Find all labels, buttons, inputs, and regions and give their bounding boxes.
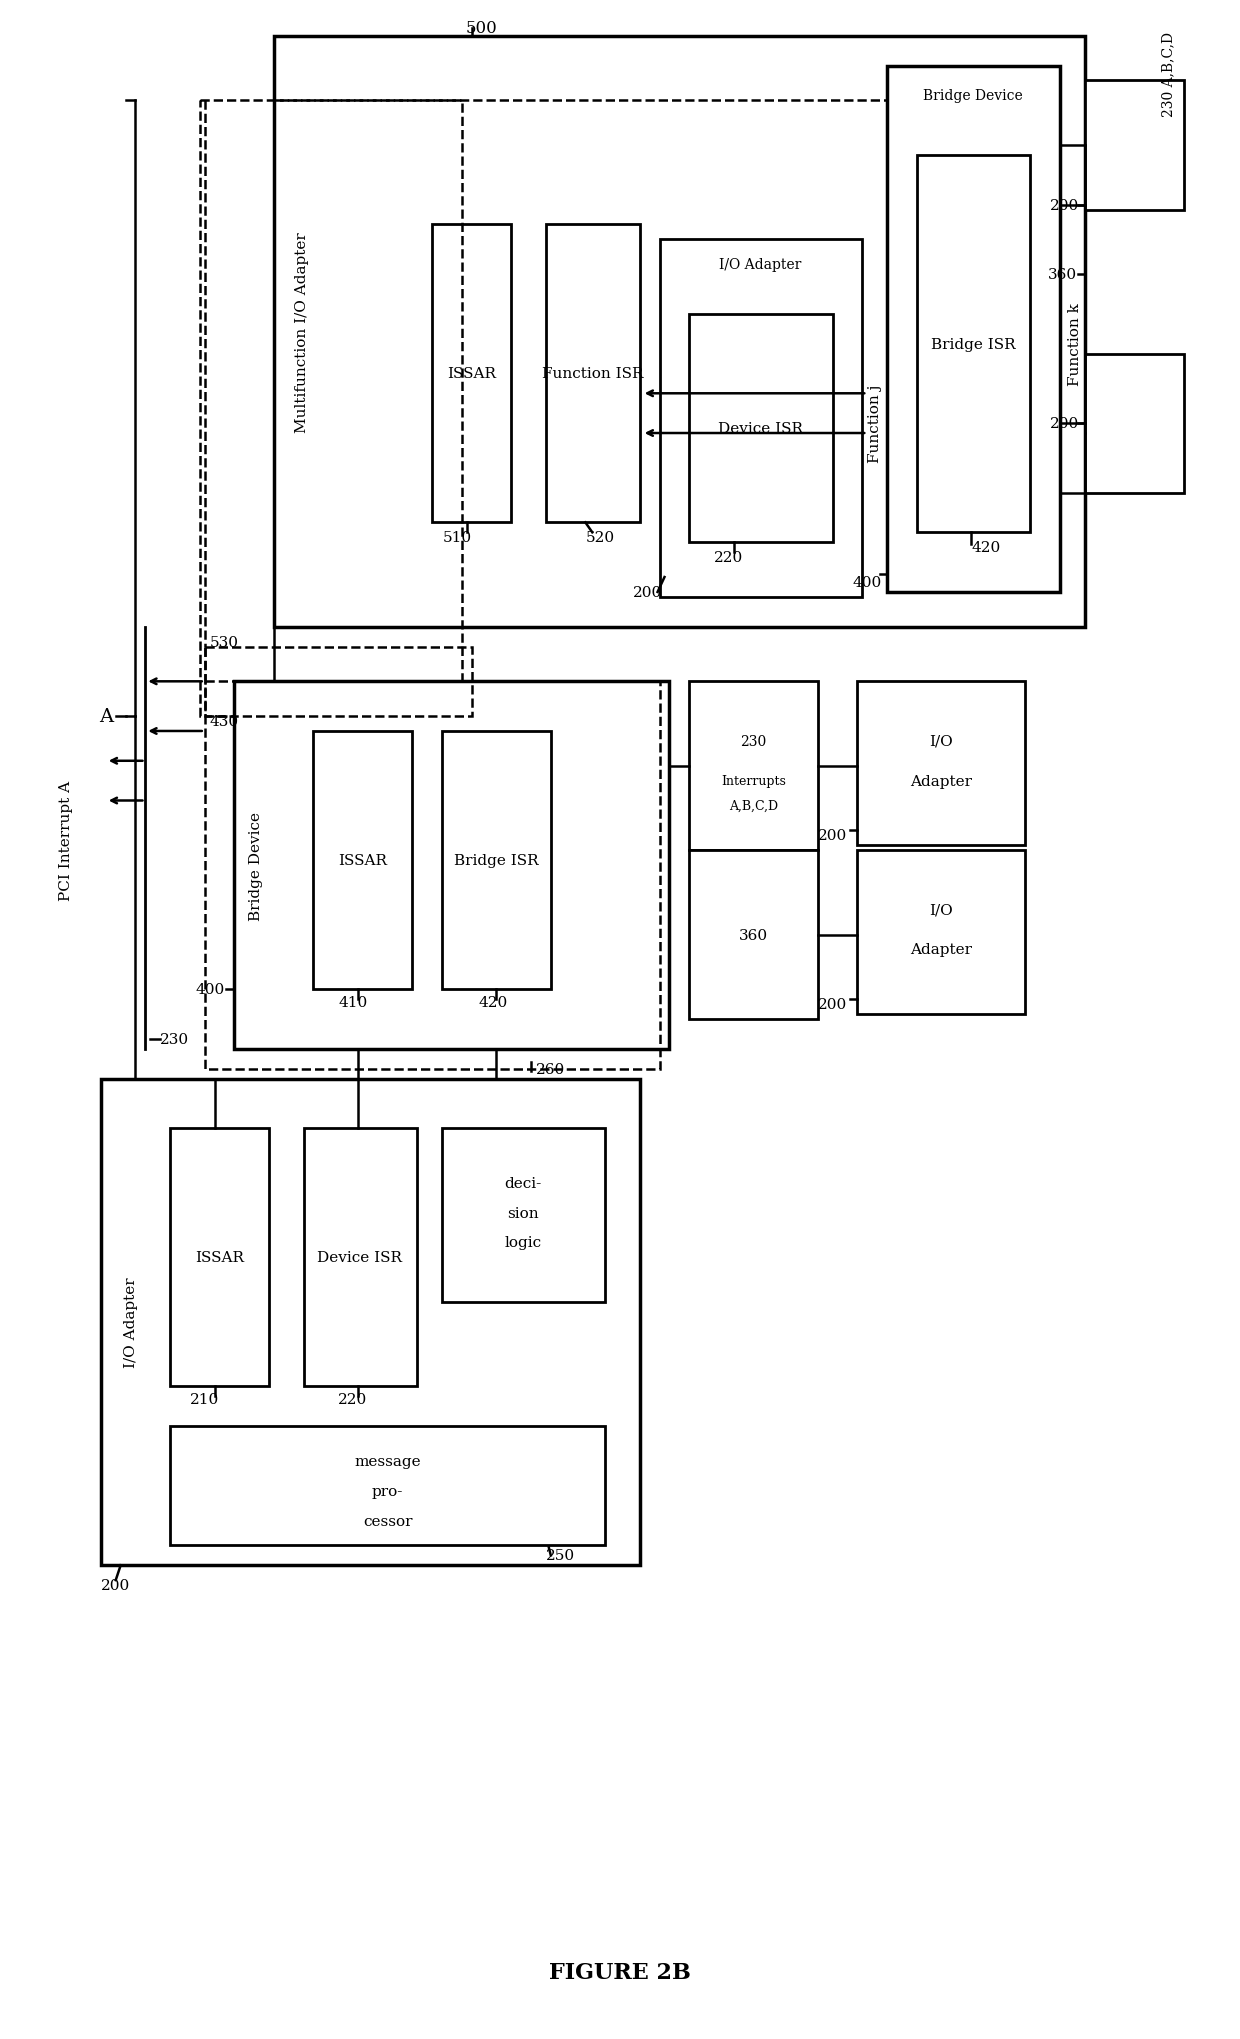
Bar — [234, 681, 670, 1050]
Text: A,B,C,D: A,B,C,D — [729, 799, 777, 814]
Text: A: A — [99, 708, 113, 726]
Text: I/O Adapter: I/O Adapter — [719, 259, 801, 271]
Text: 520: 520 — [585, 530, 615, 544]
Text: 200: 200 — [634, 585, 662, 599]
Text: 250: 250 — [546, 1548, 575, 1562]
Text: Function ISR: Function ISR — [542, 367, 644, 381]
Bar — [546, 226, 640, 524]
Text: Multifunction I/O Adapter: Multifunction I/O Adapter — [295, 232, 309, 432]
Text: 230 A,B,C,D: 230 A,B,C,D — [1162, 33, 1176, 116]
Bar — [205, 646, 471, 718]
Bar — [1085, 82, 1184, 210]
Text: 500: 500 — [466, 20, 497, 37]
Text: 400: 400 — [195, 983, 224, 997]
Text: 360: 360 — [739, 928, 768, 942]
Text: 400: 400 — [853, 575, 882, 589]
Bar — [857, 850, 1025, 1015]
Bar — [916, 155, 1030, 532]
Bar — [441, 1130, 605, 1303]
Text: logic: logic — [505, 1236, 542, 1250]
Text: FIGURE 2B: FIGURE 2B — [549, 1962, 691, 1984]
Text: message: message — [355, 1454, 420, 1468]
Text: Interrupts: Interrupts — [720, 775, 786, 787]
Text: Function k: Function k — [1068, 304, 1081, 385]
Text: 420: 420 — [971, 540, 1001, 555]
Text: Adapter: Adapter — [910, 775, 972, 789]
Text: deci-: deci- — [505, 1177, 542, 1191]
Text: I/O: I/O — [930, 903, 954, 918]
Text: pro-: pro- — [372, 1484, 403, 1499]
Text: 220: 220 — [714, 551, 744, 565]
Bar — [314, 732, 413, 989]
Text: 210: 210 — [190, 1393, 219, 1407]
Bar — [689, 681, 817, 850]
Text: 230: 230 — [740, 734, 766, 748]
Bar — [887, 67, 1060, 593]
Text: 200: 200 — [100, 1578, 130, 1592]
Text: 430: 430 — [210, 716, 239, 728]
Text: 360: 360 — [1048, 267, 1076, 281]
Bar — [441, 732, 551, 989]
Text: I/O Adapter: I/O Adapter — [124, 1276, 138, 1368]
Text: 220: 220 — [339, 1393, 367, 1407]
Text: 510: 510 — [443, 530, 471, 544]
Bar — [200, 102, 461, 718]
Bar — [857, 681, 1025, 846]
Bar — [170, 1427, 605, 1546]
Text: Bridge ISR: Bridge ISR — [454, 854, 538, 869]
Text: Bridge ISR: Bridge ISR — [931, 338, 1016, 351]
Bar — [304, 1130, 418, 1387]
Text: 200: 200 — [1050, 198, 1080, 212]
Text: cessor: cessor — [363, 1513, 413, 1527]
Bar — [100, 1079, 640, 1566]
Text: 410: 410 — [339, 995, 367, 1009]
Text: Bridge Device: Bridge Device — [923, 90, 1023, 104]
Text: Device ISR: Device ISR — [718, 422, 804, 436]
Text: ISSAR: ISSAR — [195, 1250, 244, 1264]
Text: 230: 230 — [160, 1032, 190, 1046]
Bar — [274, 37, 1085, 628]
Text: Function j: Function j — [868, 385, 882, 463]
Bar — [689, 850, 817, 1020]
Text: 200: 200 — [818, 997, 847, 1011]
Text: 200: 200 — [1050, 416, 1080, 430]
Text: Adapter: Adapter — [910, 942, 972, 956]
Text: 200: 200 — [818, 828, 847, 842]
Text: Device ISR: Device ISR — [317, 1250, 403, 1264]
Bar — [205, 681, 660, 1068]
Text: ISSAR: ISSAR — [339, 854, 387, 869]
Text: Bridge Device: Bridge Device — [249, 812, 263, 920]
Text: PCI Interrupt A: PCI Interrupt A — [60, 781, 73, 901]
Text: 420: 420 — [479, 995, 508, 1009]
Bar — [660, 241, 862, 597]
Text: sion: sion — [507, 1207, 539, 1219]
Text: ISSAR: ISSAR — [448, 367, 496, 381]
Text: I/O: I/O — [930, 734, 954, 748]
Text: 260: 260 — [536, 1062, 565, 1077]
Bar — [170, 1130, 269, 1387]
Text: 530: 530 — [210, 636, 239, 648]
Bar — [432, 226, 511, 524]
Bar — [689, 314, 832, 542]
Bar — [1085, 355, 1184, 493]
